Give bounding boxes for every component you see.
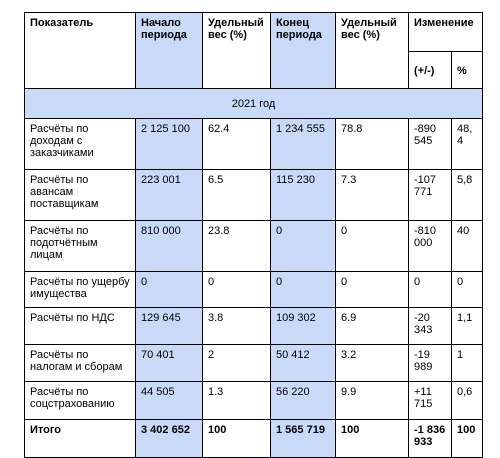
cell-start: 2 125 100 (136, 119, 203, 170)
header-share-end: Удельный вес (%) (336, 13, 409, 89)
table-row: Расчёты по ущербу имущества 0 0 0 0 0 0 (25, 272, 483, 308)
cell-pct: 0 (452, 272, 483, 308)
header-indicator: Показатель (25, 13, 136, 89)
year-row: 2021 год (25, 89, 483, 119)
cell-share-end: 7.3 (336, 170, 409, 221)
cell-start: 0 (136, 272, 203, 308)
receivables-table: Показатель Начало периода Удельный вес (… (24, 12, 483, 458)
total-row: Итого 3 402 652 100 1 565 719 100 -1 836 933 1… (25, 420, 483, 458)
cell-share-start: 23.8 (203, 221, 271, 272)
cell-start: 810 000 (136, 221, 203, 272)
cell-end: 56 220 (271, 382, 336, 420)
cell-share-start: 0 (203, 272, 271, 308)
cell-name: Итого (25, 420, 136, 458)
cell-start: 70 401 (136, 345, 203, 382)
cell-abs: +11 715 (409, 382, 452, 420)
table-row: Расчёты по подотчётным лицам 810 000 23.8 0… (25, 221, 483, 272)
cell-pct: 1 (452, 345, 483, 382)
cell-end: 109 302 (271, 308, 336, 345)
cell-end: 115 230 (271, 170, 336, 221)
cell-pct: 1,1 (452, 308, 483, 345)
table-row: Расчёты по доходам с заказчиками 2 125 10… (25, 119, 483, 170)
cell-name: Расчёты по подотчётным лицам (25, 221, 136, 272)
cell-share-start: 2 (203, 345, 271, 382)
cell-name: Расчёты по авансам поставщикам (25, 170, 136, 221)
cell-start: 129 645 (136, 308, 203, 345)
header-row: Показатель Начало периода Удельный вес (… (25, 13, 483, 52)
header-change: Изменение (409, 13, 483, 52)
table-body: 2021 год Расчёты по доходам с заказчикам… (25, 89, 483, 458)
table-row: Расчёты по авансам поставщикам 223 001 6.5… (25, 170, 483, 221)
cell-abs: -19 989 (409, 345, 452, 382)
cell-share-start: 100 (203, 420, 271, 458)
cell-name: Расчёты по доходам с заказчиками (25, 119, 136, 170)
header-end: Конец периода (271, 13, 336, 89)
header-change-pct: % (452, 52, 483, 89)
cell-abs: -890 545 (409, 119, 452, 170)
cell-name: Расчёты по соцстрахованию (25, 382, 136, 420)
cell-share-end: 6.9 (336, 308, 409, 345)
cell-pct: 48,4 (452, 119, 483, 170)
cell-abs: -1 836 933 (409, 420, 452, 458)
cell-share-end: 0 (336, 221, 409, 272)
cell-name: Расчёты по НДС (25, 308, 136, 345)
header-start: Начало периода (136, 13, 203, 89)
cell-name: Расчёты по ущербу имущества (25, 272, 136, 308)
cell-abs: -107 771 (409, 170, 452, 221)
cell-end: 1 234 555 (271, 119, 336, 170)
header-change-abs: (+/-) (409, 52, 452, 89)
table-row: Расчёты по соцстрахованию 44 505 1.3 56 220… (25, 382, 483, 420)
cell-start: 3 402 652 (136, 420, 203, 458)
cell-pct: 5,8 (452, 170, 483, 221)
table-row: Расчёты по налогам и сборам 70 401 2 50 412… (25, 345, 483, 382)
cell-start: 44 505 (136, 382, 203, 420)
cell-share-start: 3.8 (203, 308, 271, 345)
cell-end: 0 (271, 221, 336, 272)
cell-share-end: 78.8 (336, 119, 409, 170)
cell-share-start: 1.3 (203, 382, 271, 420)
cell-share-end: 9.9 (336, 382, 409, 420)
cell-share-end: 0 (336, 272, 409, 308)
cell-abs: -810 000 (409, 221, 452, 272)
cell-share-start: 6.5 (203, 170, 271, 221)
header-share-start: Удельный вес (%) (203, 13, 271, 89)
receivables-table-wrapper: Показатель Начало периода Удельный вес (… (24, 12, 483, 458)
table-row: Расчёты по НДС 129 645 3.8 109 302 6.9 -20 34… (25, 308, 483, 345)
cell-start: 223 001 (136, 170, 203, 221)
cell-share-end: 3.2 (336, 345, 409, 382)
cell-name: Расчёты по налогам и сборам (25, 345, 136, 382)
cell-abs: 0 (409, 272, 452, 308)
cell-share-end: 100 (336, 420, 409, 458)
cell-end: 50 412 (271, 345, 336, 382)
cell-pct: 0,6 (452, 382, 483, 420)
cell-pct: 40 (452, 221, 483, 272)
cell-end: 1 565 719 (271, 420, 336, 458)
year-label: 2021 год (25, 89, 483, 119)
cell-pct: 100 (452, 420, 483, 458)
cell-abs: -20 343 (409, 308, 452, 345)
cell-share-start: 62.4 (203, 119, 271, 170)
cell-end: 0 (271, 272, 336, 308)
